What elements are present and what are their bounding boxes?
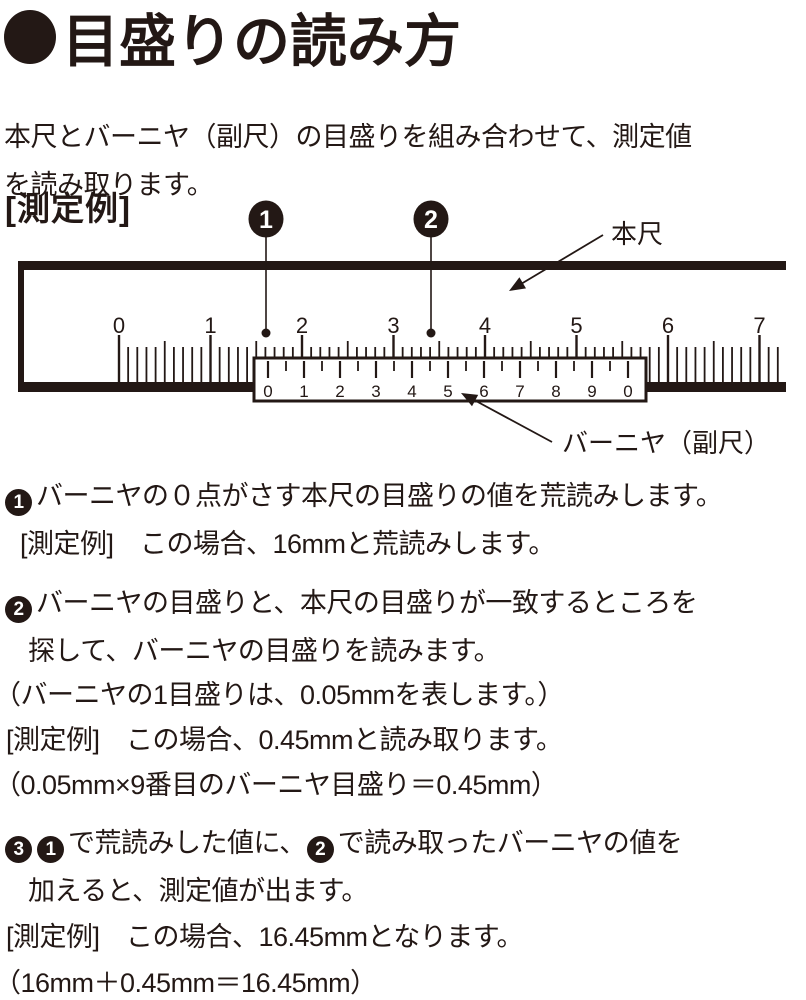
step-text: [測定例] この場合、16mmと荒読みします。	[20, 529, 555, 559]
step-text: 加えると、測定値が出ます。	[28, 876, 368, 906]
step-text: バーニヤの目盛りと、本尺の目盛りが一致するところを	[36, 588, 698, 618]
intro-line-2: を読み取ります。	[4, 170, 214, 200]
callout-1-badge	[248, 200, 284, 238]
main-scale-number: 1	[204, 313, 216, 338]
step-text: で荒読みした値に、	[68, 828, 306, 858]
vernier-callout-line	[475, 400, 553, 443]
ruler-top-bar	[18, 261, 786, 270]
main-scale-number: 0	[113, 313, 125, 338]
main-scale-callout-arrowhead-icon	[509, 277, 526, 291]
callout-2-badge	[413, 200, 449, 238]
vernier-number: 5	[443, 382, 452, 401]
main-scale-callout-line	[520, 234, 604, 285]
step-text: [測定例] この場合、0.45mmと読み取ります。	[6, 725, 563, 755]
step-text: [測定例] この場合、16.45mmとなります。	[6, 922, 524, 952]
step-badge-icon: 3	[5, 836, 32, 863]
main-scale-number: 4	[479, 313, 491, 338]
step-badge-icon: 1	[5, 489, 32, 516]
step-text: （0.05mm×9番目のバーニヤ目盛り＝0.45mm）	[0, 770, 558, 800]
callout-2-dot	[426, 328, 436, 338]
vernier-number: 9	[587, 382, 596, 401]
main-scale-number: 6	[662, 313, 674, 338]
ruler-left-edge	[18, 261, 24, 392]
main-scale-callout-label: 本尺	[611, 219, 663, 249]
callout-2-number: 2	[424, 206, 438, 234]
page-title: 目盛りの読み方	[4, 0, 461, 78]
main-scale-numbers: 0 1 2 3 4 5 6 7	[113, 313, 766, 338]
step-2-line: 探して、バーニヤの目盛りを読みます。	[28, 629, 501, 668]
vernier-number: 2	[335, 382, 344, 401]
vernier-box	[252, 356, 648, 403]
vernier-number: 1	[299, 382, 308, 401]
vernier-number: 8	[551, 382, 560, 401]
callout-1-number: 1	[259, 206, 273, 234]
vernier-callout-label: バーニヤ（副尺）	[562, 428, 770, 458]
step-3-line: （16mm＋0.45mm＝16.45mm）	[0, 961, 377, 1000]
step-3-line: 加えると、測定値が出ます。	[28, 869, 368, 908]
step-text: 探して、バーニヤの目盛りを読みます。	[28, 636, 501, 666]
vernier-ticks	[266, 361, 630, 378]
intro-line-1: 本尺とバーニヤ（副尺）の目盛りを組み合わせて、測定値	[4, 122, 692, 152]
callout-1-dot	[261, 328, 271, 338]
main-scale-number: 2	[296, 313, 308, 338]
step-text: （16mm＋0.45mm＝16.45mm）	[0, 968, 377, 998]
step-2-line: [測定例] この場合、0.45mmと読み取ります。	[6, 718, 563, 757]
step-1-line: [測定例] この場合、16mmと荒読みします。	[20, 522, 555, 561]
vernier-number: 3	[371, 382, 380, 401]
step-text: で読み取ったバーニヤの値を	[337, 828, 683, 858]
step-2-line: （バーニヤの1目盛りは、0.05mmを表します。）	[0, 673, 564, 712]
step-3-line: [測定例] この場合、16.45mmとなります。	[6, 915, 524, 954]
vernier-number: 4	[407, 382, 416, 401]
step-text: （バーニヤの1目盛りは、0.05mmを表します。）	[0, 680, 564, 710]
step-1-line: 1 バーニヤの０点がさす本尺の目盛りの値を荒読みします。	[4, 474, 723, 516]
vernier-number: 7	[515, 382, 524, 401]
vernier-number: 0	[263, 382, 272, 401]
step-2-line: 2 バーニヤの目盛りと、本尺の目盛りが一致するところを	[4, 581, 698, 623]
step-3-line: 3 1 で荒読みした値に、 2 で読み取ったバーニヤの値を	[4, 821, 683, 863]
step-2-line: （0.05mm×9番目のバーニヤ目盛り＝0.45mm）	[0, 763, 558, 802]
main-scale-number: 5	[570, 313, 582, 338]
example-label: [測定例]	[5, 190, 131, 227]
step-text: バーニヤの０点がさす本尺の目盛りの値を荒読みします。	[36, 481, 723, 511]
main-scale-number: 7	[753, 313, 765, 338]
vernier-caliper-diagram: [測定例] 0 1 2 3 4 5 6 7 0 1 2 3 4 5 6 7 8 9 0 1 2 本尺 バーニヤ（副…	[5, 190, 786, 458]
title-bullet-icon	[4, 10, 56, 64]
vernier-callout-arrowhead-icon	[461, 393, 479, 407]
step-badge-icon: 1	[37, 836, 64, 863]
vernier-numbers: 0 1 2 3 4 5 6 7 8 9 0	[263, 382, 632, 401]
page-title-text: 目盛りの読み方	[62, 10, 461, 74]
step-badge-icon: 2	[5, 596, 32, 623]
vernier-number: 6	[479, 382, 488, 401]
step-badge-icon: 2	[306, 836, 334, 863]
vernier-number: 0	[623, 382, 632, 401]
main-scale-number: 3	[387, 313, 399, 338]
